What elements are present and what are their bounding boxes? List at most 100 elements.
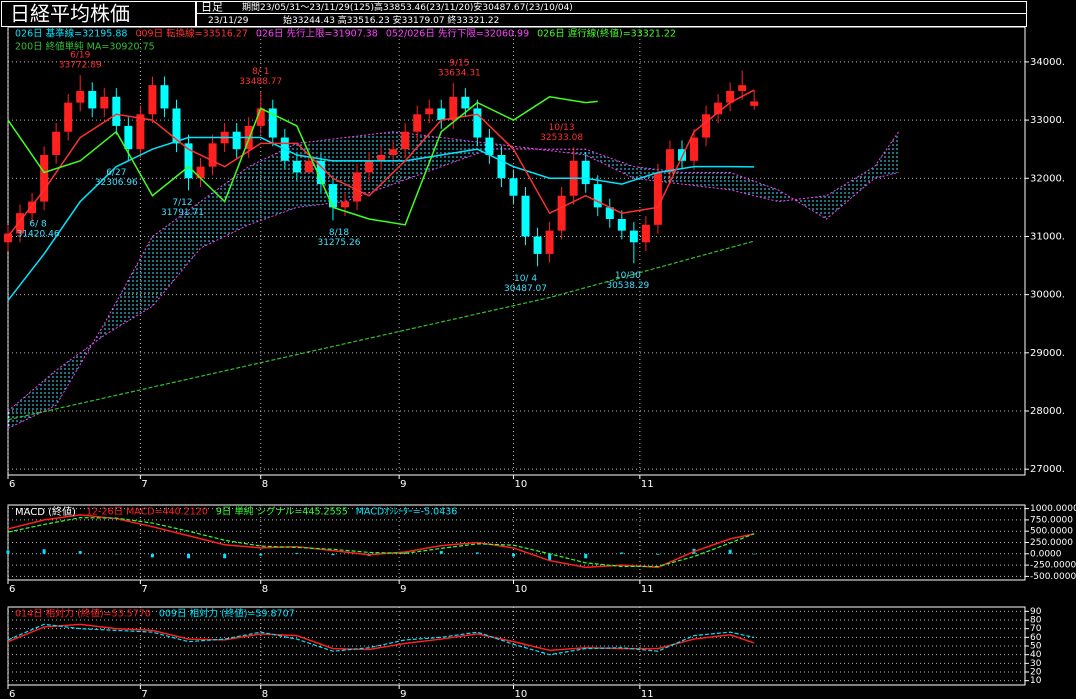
- candle-body: [136, 114, 145, 150]
- candle-body: [714, 102, 723, 115]
- x-tick-label: 9: [400, 689, 406, 699]
- candle-body: [750, 101, 759, 106]
- x-tick-label: 8: [262, 479, 268, 490]
- x-tick-label: 9: [400, 479, 406, 490]
- series-line: [7, 89, 755, 237]
- candle-body: [473, 108, 482, 138]
- x-tick-label: 7: [141, 584, 147, 595]
- cloud: [104, 236, 153, 336]
- annotation-date: 6/27: [106, 168, 126, 178]
- histogram-bar: [439, 551, 443, 554]
- candle-body: [617, 219, 626, 231]
- series-line: [7, 240, 755, 421]
- y-tick-label: 50: [1030, 642, 1042, 652]
- candle-body: [726, 91, 735, 103]
- candle-body: [148, 85, 157, 115]
- histogram-bar: [584, 553, 588, 559]
- candle-body: [665, 149, 674, 173]
- y-tick-label: 70: [1030, 624, 1042, 634]
- y-tick-label: 20: [1030, 668, 1042, 678]
- y-tick-label: 500.0000: [1030, 527, 1073, 537]
- annotation-value: 33634.31: [438, 69, 481, 79]
- y-tick-label: -250.0000: [1030, 561, 1076, 571]
- candle-body: [437, 108, 446, 121]
- candle-body: [112, 96, 121, 126]
- x-tick-label: 10: [514, 479, 527, 490]
- x-tick-label: 10: [514, 689, 527, 699]
- candle-body: [690, 137, 699, 161]
- legend-entry: MACDｵｼﾚｰﾀｰ=-5.0436: [356, 507, 458, 518]
- x-tick-label: 11: [641, 479, 654, 490]
- annotation-date: 9/15: [449, 59, 469, 69]
- histogram-bar: [656, 553, 660, 555]
- histogram-bar: [295, 552, 299, 554]
- legend-entry: 009日 転換線=33516.27: [135, 28, 247, 40]
- histogram-bar: [42, 549, 46, 554]
- y-tick-label: 28000.: [1030, 406, 1065, 417]
- annotation-date: 7/12: [172, 198, 192, 208]
- candle-body: [605, 207, 614, 219]
- cloud: [152, 201, 201, 307]
- candle-body: [340, 201, 349, 208]
- cloud: [874, 131, 899, 179]
- candle-body: [256, 108, 265, 126]
- histogram-bar: [6, 550, 10, 554]
- x-tick-label: 6: [9, 479, 15, 490]
- histogram-bar: [403, 552, 407, 554]
- candle-body: [545, 230, 554, 254]
- candle-body: [485, 137, 494, 155]
- legend-entry: 009日 相対力 (終値)=59.8707: [159, 608, 295, 620]
- annotation-value: 30538.29: [606, 281, 649, 291]
- cloud: [730, 172, 779, 202]
- y-tick-label: 27000.: [1030, 464, 1065, 475]
- candle-body: [641, 224, 650, 243]
- series-line: [7, 623, 755, 652]
- x-tick-label: 11: [641, 689, 654, 699]
- period-type: 日足: [201, 1, 223, 14]
- candle-body: [738, 85, 747, 91]
- cloud: [585, 149, 634, 179]
- candle-body: [509, 178, 518, 196]
- candle-body: [593, 184, 602, 208]
- legend-entry: 026日 先行上限=31907.38: [256, 28, 378, 40]
- x-tick-label: 8: [262, 584, 268, 595]
- candle-body: [196, 166, 205, 179]
- y-tick-label: 0.0000: [1030, 549, 1062, 559]
- cloud: [8, 370, 57, 429]
- y-tick-label: 30: [1030, 659, 1042, 669]
- histogram-bar: [259, 553, 263, 556]
- x-tick-label: 6: [9, 689, 15, 699]
- legend-entry: 052/026日 先行下限=32060.99: [386, 28, 529, 40]
- title: 日経平均株価: [10, 2, 130, 26]
- annotation-date: 10/30: [615, 271, 641, 281]
- candle-body: [629, 230, 638, 243]
- candle-body: [521, 195, 530, 237]
- candle-body: [172, 108, 181, 144]
- series-line: [7, 623, 755, 656]
- candle-body: [88, 91, 97, 109]
- y-tick-label: 10: [1030, 676, 1042, 686]
- y-tick-label: 250.0000: [1030, 538, 1073, 548]
- candle-body: [304, 160, 313, 173]
- candle-body: [16, 213, 25, 234]
- histogram-bar: [150, 553, 154, 558]
- x-tick-label: 9: [400, 584, 406, 595]
- annotation-date: 10/ 4: [514, 274, 537, 284]
- histogram-bar: [187, 553, 191, 559]
- y-tick-label: 1000.0000: [1030, 504, 1076, 514]
- legend-entry: 026日 遅行線(終値)=33321.22: [537, 28, 676, 40]
- annotation-value: 32533.08: [540, 133, 583, 143]
- x-tick-label: 7: [141, 479, 147, 490]
- histogram-bar: [78, 551, 82, 554]
- x-tick-label: 6: [9, 584, 15, 595]
- y-tick-label: -500.0000: [1030, 572, 1076, 582]
- candle-body: [653, 172, 662, 225]
- annotation-value: 31791.71: [161, 208, 204, 218]
- y-tick-label: 33000.: [1030, 115, 1065, 126]
- annotation-value: 32306.96: [95, 178, 138, 188]
- y-tick-label: 40: [1030, 650, 1042, 660]
- y-tick-label: 29000.: [1030, 348, 1065, 359]
- candle-body: [184, 143, 193, 179]
- series-line: [7, 96, 598, 226]
- legend-entry: 12-26日 MACD=440.2120: [86, 507, 208, 518]
